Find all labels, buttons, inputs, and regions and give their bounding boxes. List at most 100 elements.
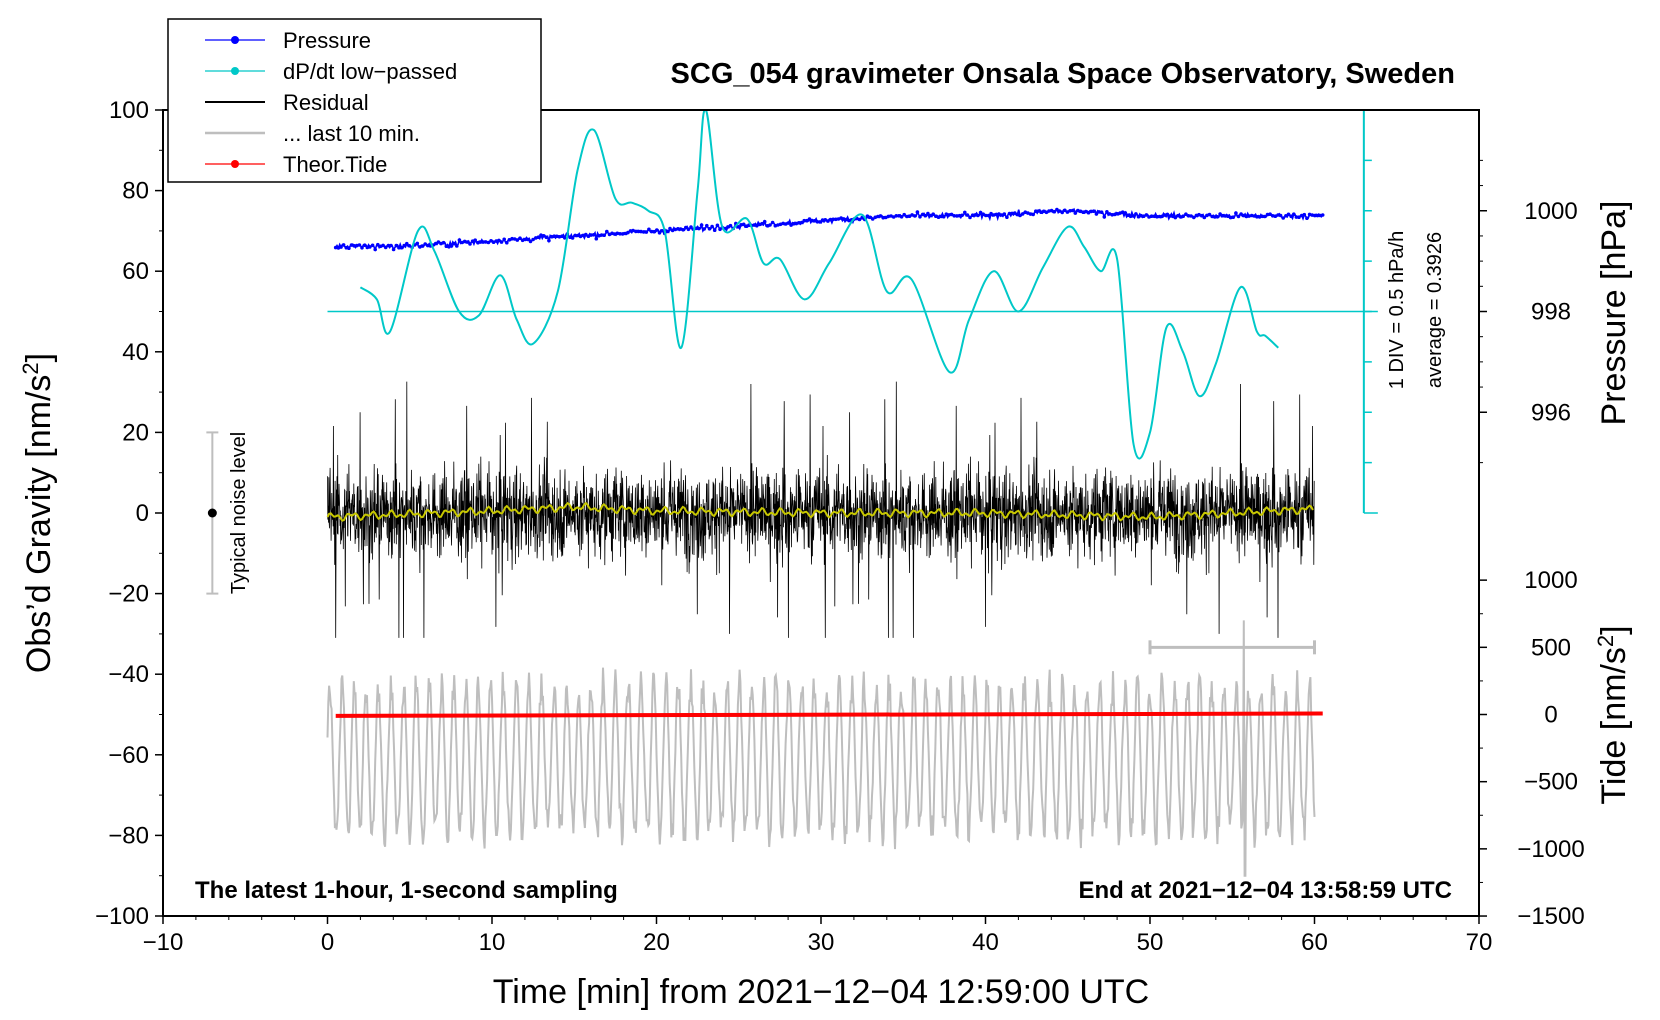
y-tick-label: −60 — [108, 742, 149, 769]
pressure-point — [868, 215, 872, 220]
pressure-point — [457, 238, 462, 242]
pressure-point — [1302, 212, 1307, 217]
pressure-point — [941, 214, 946, 219]
pressure-point — [918, 215, 922, 219]
pressure-point — [1297, 215, 1301, 219]
series-theor-tide-line — [335, 711, 1323, 718]
pressure-point — [1057, 209, 1062, 213]
pressure-point — [1055, 207, 1059, 212]
pressure-point — [386, 243, 391, 248]
pressure-point — [1068, 209, 1072, 213]
pressure-point — [1165, 212, 1170, 217]
legend-label-dpdt: dP/dt low−passed — [283, 59, 457, 84]
pressure-point — [702, 227, 706, 231]
pressure-point — [605, 229, 609, 234]
pressure-point — [455, 244, 459, 248]
pressure-point — [370, 243, 375, 248]
pressure-point — [1202, 215, 1207, 220]
pressure-point — [1273, 214, 1278, 218]
pressure-point — [770, 220, 775, 225]
pressure-point — [1184, 212, 1188, 216]
pressure-point — [910, 213, 914, 217]
pressure-point — [623, 231, 627, 236]
pressure-tick-label: 998 — [1531, 299, 1571, 326]
pressure-point — [618, 232, 622, 236]
pressure-tick-label: 996 — [1531, 399, 1571, 426]
pressure-point — [415, 241, 420, 246]
pressure-point — [528, 239, 533, 244]
pressure-point — [1236, 214, 1241, 219]
pressure-point — [1199, 213, 1204, 218]
pressure-point — [339, 245, 343, 249]
x-axis-title: Time [min] from 2021−12−04 12:59:00 UTC — [493, 973, 1149, 1011]
pressure-point — [515, 238, 520, 242]
pressure-point — [1313, 213, 1317, 218]
legend-label-residual: Residual — [283, 90, 369, 115]
pressure-point — [644, 230, 649, 234]
pressure-point — [507, 238, 512, 242]
pressure-point — [562, 236, 567, 240]
pressure-tick-label: 1000 — [1524, 198, 1577, 225]
pressure-point — [1065, 210, 1070, 214]
chart-title: SCG_054 gravimeter Onsala Space Observat… — [671, 58, 1455, 90]
pressure-point — [510, 236, 514, 241]
series-last10-line — [326, 620, 1316, 877]
pressure-point — [368, 245, 372, 249]
pressure-point — [402, 243, 407, 248]
y-axis-title-tide: Tide [nm/s2] — [1593, 625, 1633, 804]
pressure-point — [347, 246, 351, 250]
pressure-point — [986, 213, 991, 218]
pressure-point — [944, 212, 949, 216]
pressure-point — [1263, 214, 1267, 219]
pressure-point — [791, 222, 796, 226]
axes-layer: −10 0 10 20 30 40 50 60 70−100−80−60−40−20020406… — [95, 97, 1585, 956]
pressure-point — [1234, 211, 1238, 215]
pressure-point — [1144, 213, 1149, 217]
pressure-point — [707, 227, 712, 231]
pressure-point — [1049, 208, 1054, 213]
pressure-point — [831, 217, 835, 222]
pressure-point — [1026, 211, 1030, 215]
pressure-point — [1041, 209, 1046, 214]
pressure-point — [984, 213, 988, 218]
tide-tick-label: 0 — [1544, 702, 1557, 729]
pressure-point — [1168, 214, 1172, 218]
pressure-point — [436, 240, 441, 244]
pressure-point — [694, 226, 699, 231]
pressure-point — [449, 244, 454, 248]
pressure-point — [1320, 213, 1325, 217]
pressure-point — [886, 214, 891, 219]
pressure-point — [768, 223, 772, 227]
pressure-point — [1070, 208, 1075, 213]
pressure-point — [952, 214, 956, 218]
pressure-point — [397, 245, 401, 250]
pressure-point — [497, 238, 501, 243]
y-tick-label: 20 — [122, 419, 149, 446]
pressure-point — [549, 234, 554, 239]
pressure-point — [870, 217, 875, 221]
pressure-point — [486, 240, 491, 245]
pressure-point — [452, 241, 457, 246]
pressure-point — [594, 236, 599, 241]
pressure-point — [1010, 211, 1014, 216]
pressure-point — [581, 233, 585, 238]
pressure-point — [433, 241, 438, 246]
pressure-point — [1260, 214, 1264, 219]
x-tick-label: −10 — [143, 929, 184, 956]
pressure-point — [468, 242, 472, 246]
series-dpdt-line — [359, 110, 1279, 460]
pressure-point — [1215, 215, 1220, 219]
pressure-point — [718, 227, 722, 232]
y-tick-label: −80 — [108, 822, 149, 849]
pressure-point — [844, 217, 849, 222]
pressure-point — [1020, 212, 1025, 216]
pressure-point — [1223, 214, 1228, 218]
pressure-point — [1115, 212, 1120, 216]
legend-item-residual: Residual — [205, 90, 369, 115]
tide-tick-label: 500 — [1531, 634, 1571, 661]
pressure-point — [960, 213, 964, 218]
pressure-point — [626, 230, 630, 235]
pressure-point — [818, 220, 822, 224]
pressure-point — [655, 228, 659, 232]
pressure-point — [1131, 214, 1135, 218]
